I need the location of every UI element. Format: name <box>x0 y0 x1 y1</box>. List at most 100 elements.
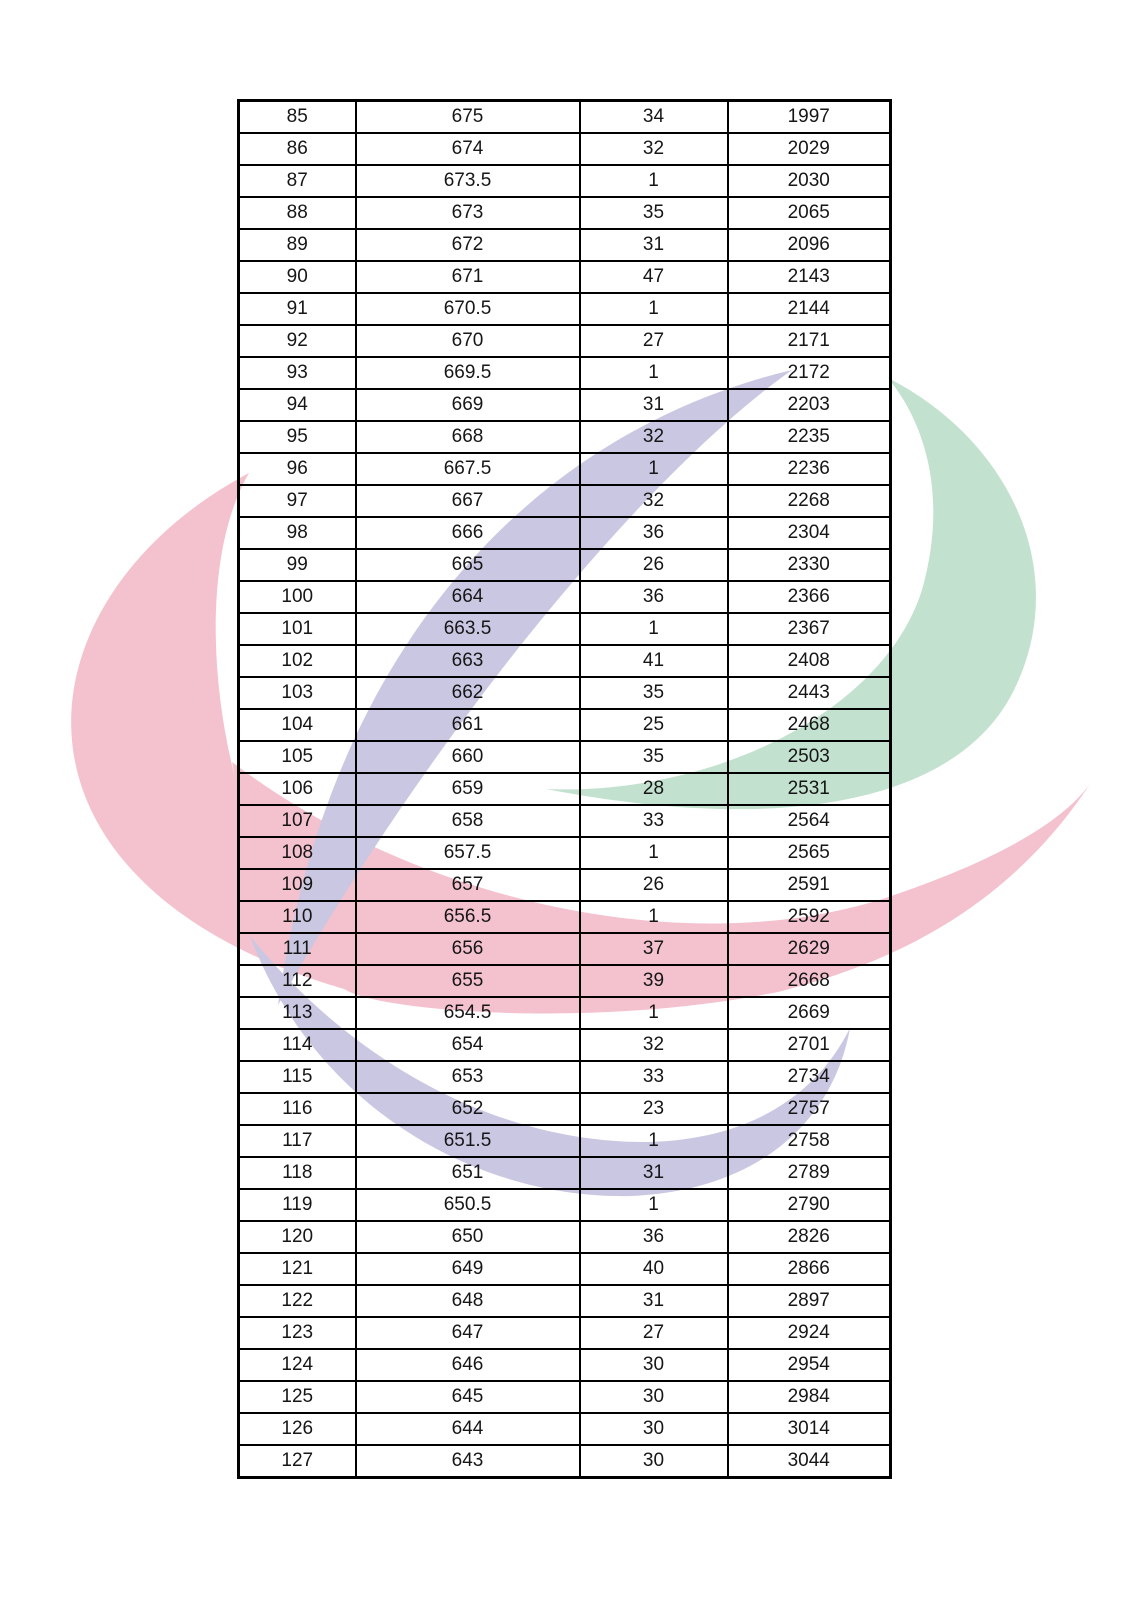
cell-count: 36 <box>578 580 729 614</box>
table-row: 101 663.5 1 2367 <box>237 612 892 646</box>
cell-count: 31 <box>578 1284 729 1318</box>
cell-count: 32 <box>578 484 729 518</box>
cell-cumulative: 2790 <box>726 1188 892 1222</box>
cell-rank: 98 <box>237 516 357 550</box>
table-row: 127 643 30 3044 <box>237 1444 892 1479</box>
cell-count: 28 <box>578 772 729 806</box>
cell-count: 26 <box>578 548 729 582</box>
cell-score: 646 <box>354 1348 581 1382</box>
cell-cumulative: 2734 <box>726 1060 892 1094</box>
cell-rank: 116 <box>237 1092 357 1126</box>
table-row: 119 650.5 1 2790 <box>237 1188 892 1222</box>
cell-rank: 97 <box>237 484 357 518</box>
cell-cumulative: 2030 <box>726 164 892 198</box>
cell-count: 30 <box>578 1380 729 1414</box>
cell-cumulative: 2143 <box>726 260 892 294</box>
cell-count: 31 <box>578 388 729 422</box>
cell-cumulative: 2564 <box>726 804 892 838</box>
table-row: 95 668 32 2235 <box>237 420 892 454</box>
cell-score: 644 <box>354 1412 581 1446</box>
cell-cumulative: 2592 <box>726 900 892 934</box>
cell-score: 654.5 <box>354 996 581 1030</box>
cell-cumulative: 2096 <box>726 228 892 262</box>
cell-rank: 89 <box>237 228 357 262</box>
cell-score: 650.5 <box>354 1188 581 1222</box>
cell-rank: 93 <box>237 356 357 390</box>
table-row: 124 646 30 2954 <box>237 1348 892 1382</box>
watermark-green-right-crescent <box>546 378 1036 810</box>
cell-count: 32 <box>578 420 729 454</box>
cell-cumulative: 1997 <box>726 99 892 134</box>
cell-score: 656.5 <box>354 900 581 934</box>
cell-count: 33 <box>578 804 729 838</box>
table-row: 92 670 27 2171 <box>237 324 892 358</box>
cell-count: 25 <box>578 708 729 742</box>
table-row: 93 669.5 1 2172 <box>237 356 892 390</box>
table-row: 109 657 26 2591 <box>237 868 892 902</box>
table-row: 88 673 35 2065 <box>237 196 892 230</box>
cell-rank: 103 <box>237 676 357 710</box>
cell-count: 1 <box>578 292 729 326</box>
table-row: 105 660 35 2503 <box>237 740 892 774</box>
cell-score: 661 <box>354 708 581 742</box>
cell-cumulative: 2924 <box>726 1316 892 1350</box>
table-row: 97 667 32 2268 <box>237 484 892 518</box>
cell-cumulative: 2366 <box>726 580 892 614</box>
cell-count: 35 <box>578 196 729 230</box>
cell-cumulative: 2669 <box>726 996 892 1030</box>
cell-score: 650 <box>354 1220 581 1254</box>
cell-rank: 109 <box>237 868 357 902</box>
cell-count: 47 <box>578 260 729 294</box>
cell-cumulative: 2758 <box>726 1124 892 1158</box>
cell-score: 656 <box>354 932 581 966</box>
table-row: 90 671 47 2143 <box>237 260 892 294</box>
cell-count: 32 <box>578 1028 729 1062</box>
cell-score: 668 <box>354 420 581 454</box>
cell-rank: 117 <box>237 1124 357 1158</box>
cell-rank: 96 <box>237 452 357 486</box>
cell-score: 657.5 <box>354 836 581 870</box>
cell-rank: 122 <box>237 1284 357 1318</box>
score-table: 85 675 34 1997 86 674 32 2029 87 673.5 1 2030 88 673 3… <box>237 99 892 1479</box>
cell-count: 41 <box>578 644 729 678</box>
cell-rank: 88 <box>237 196 357 230</box>
cell-score: 658 <box>354 804 581 838</box>
table-row: 118 651 31 2789 <box>237 1156 892 1190</box>
table-row: 103 662 35 2443 <box>237 676 892 710</box>
cell-rank: 86 <box>237 132 357 166</box>
cell-cumulative: 2144 <box>726 292 892 326</box>
cell-rank: 87 <box>237 164 357 198</box>
cell-score: 653 <box>354 1060 581 1094</box>
table-row: 106 659 28 2531 <box>237 772 892 806</box>
cell-cumulative: 2565 <box>726 836 892 870</box>
cell-rank: 120 <box>237 1220 357 1254</box>
table-row: 89 672 31 2096 <box>237 228 892 262</box>
cell-rank: 95 <box>237 420 357 454</box>
cell-rank: 105 <box>237 740 357 774</box>
cell-rank: 104 <box>237 708 357 742</box>
table-row: 94 669 31 2203 <box>237 388 892 422</box>
cell-cumulative: 2443 <box>726 676 892 710</box>
table-row: 87 673.5 1 2030 <box>237 164 892 198</box>
cell-score: 655 <box>354 964 581 998</box>
score-table-body: 85 675 34 1997 86 674 32 2029 87 673.5 1 2030 88 673 3… <box>237 99 892 1479</box>
table-row: 116 652 23 2757 <box>237 1092 892 1126</box>
cell-cumulative: 2235 <box>726 420 892 454</box>
cell-score: 652 <box>354 1092 581 1126</box>
cell-score: 659 <box>354 772 581 806</box>
table-row: 98 666 36 2304 <box>237 516 892 550</box>
cell-count: 36 <box>578 1220 729 1254</box>
cell-score: 673.5 <box>354 164 581 198</box>
table-row: 104 661 25 2468 <box>237 708 892 742</box>
table-row: 113 654.5 1 2669 <box>237 996 892 1030</box>
cell-cumulative: 2531 <box>726 772 892 806</box>
cell-rank: 119 <box>237 1188 357 1222</box>
cell-count: 35 <box>578 676 729 710</box>
cell-score: 674 <box>354 132 581 166</box>
cell-rank: 110 <box>237 900 357 934</box>
cell-count: 27 <box>578 324 729 358</box>
table-row: 115 653 33 2734 <box>237 1060 892 1094</box>
table-row: 122 648 31 2897 <box>237 1284 892 1318</box>
cell-rank: 90 <box>237 260 357 294</box>
